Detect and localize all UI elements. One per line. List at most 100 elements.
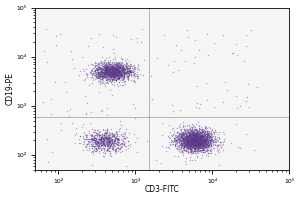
Point bbox=[112, 68, 117, 71]
Point bbox=[200, 134, 205, 138]
Point bbox=[188, 145, 192, 148]
Point bbox=[187, 143, 192, 146]
Point bbox=[192, 146, 197, 149]
Point bbox=[97, 32, 101, 35]
Point bbox=[184, 133, 189, 136]
Point bbox=[111, 68, 116, 71]
Point bbox=[203, 149, 208, 152]
Point bbox=[186, 139, 191, 143]
Point bbox=[199, 137, 204, 140]
Point bbox=[109, 75, 114, 78]
Point bbox=[114, 72, 118, 76]
Point bbox=[194, 133, 198, 136]
Point bbox=[104, 73, 109, 76]
Point bbox=[124, 70, 128, 74]
Point bbox=[208, 151, 212, 155]
Point bbox=[204, 141, 208, 144]
Point bbox=[194, 139, 199, 142]
Point bbox=[106, 60, 111, 63]
Point bbox=[100, 72, 105, 75]
Point bbox=[106, 140, 110, 143]
Point bbox=[112, 68, 117, 72]
Point bbox=[188, 128, 192, 132]
Point bbox=[136, 63, 141, 66]
Point bbox=[113, 68, 118, 71]
Point bbox=[200, 137, 205, 141]
Point bbox=[184, 129, 189, 132]
Point bbox=[91, 130, 96, 133]
Point bbox=[191, 137, 196, 140]
Point bbox=[197, 134, 202, 137]
Point bbox=[115, 66, 120, 70]
Point bbox=[181, 145, 186, 148]
Point bbox=[101, 150, 106, 153]
Point bbox=[112, 70, 117, 73]
Point bbox=[124, 60, 128, 63]
Point bbox=[116, 143, 121, 146]
Point bbox=[90, 143, 95, 146]
Point bbox=[197, 128, 202, 131]
Point bbox=[201, 143, 206, 146]
Point bbox=[189, 137, 194, 141]
Point bbox=[190, 139, 195, 142]
Point bbox=[93, 141, 98, 144]
Point bbox=[110, 72, 115, 75]
Point bbox=[194, 142, 199, 145]
Point bbox=[183, 135, 188, 138]
Point bbox=[185, 138, 190, 141]
Point bbox=[207, 136, 212, 139]
Point bbox=[191, 144, 196, 147]
Point bbox=[205, 138, 209, 141]
Point bbox=[193, 134, 198, 137]
Point bbox=[187, 138, 192, 141]
Point bbox=[101, 139, 106, 142]
Point bbox=[111, 138, 116, 141]
Point bbox=[172, 139, 177, 142]
Point bbox=[113, 73, 118, 76]
Point bbox=[92, 144, 97, 147]
Point bbox=[99, 136, 104, 139]
Point bbox=[198, 144, 203, 147]
Point bbox=[103, 74, 108, 78]
Point bbox=[126, 77, 130, 80]
Point bbox=[110, 65, 114, 68]
Point bbox=[194, 137, 199, 140]
Point bbox=[192, 133, 197, 136]
Point bbox=[191, 128, 196, 131]
Point bbox=[114, 63, 119, 66]
Point bbox=[188, 147, 192, 150]
Point bbox=[103, 70, 108, 73]
Point bbox=[187, 143, 192, 146]
Point bbox=[116, 68, 120, 72]
Point bbox=[192, 139, 197, 142]
Point bbox=[198, 142, 203, 145]
Point bbox=[188, 145, 193, 148]
Point bbox=[100, 71, 104, 74]
Point bbox=[159, 144, 164, 147]
Point bbox=[115, 77, 119, 80]
Point bbox=[187, 131, 192, 134]
Point bbox=[125, 74, 130, 77]
Point bbox=[100, 155, 105, 158]
Point bbox=[114, 135, 119, 138]
Point bbox=[90, 69, 95, 72]
Point bbox=[112, 71, 116, 74]
Point bbox=[213, 131, 218, 134]
Point bbox=[189, 144, 194, 147]
Point bbox=[92, 74, 96, 77]
Point bbox=[194, 136, 198, 140]
Point bbox=[186, 130, 191, 133]
Point bbox=[118, 72, 123, 75]
Point bbox=[101, 69, 106, 72]
Point bbox=[168, 136, 172, 139]
Point bbox=[186, 148, 191, 151]
Point bbox=[202, 139, 207, 142]
Point bbox=[178, 138, 183, 141]
Point bbox=[178, 136, 183, 140]
Point bbox=[202, 133, 207, 136]
Point bbox=[182, 132, 186, 135]
Point bbox=[109, 64, 113, 67]
Point bbox=[189, 133, 194, 136]
Point bbox=[103, 132, 108, 136]
Point bbox=[108, 72, 113, 75]
